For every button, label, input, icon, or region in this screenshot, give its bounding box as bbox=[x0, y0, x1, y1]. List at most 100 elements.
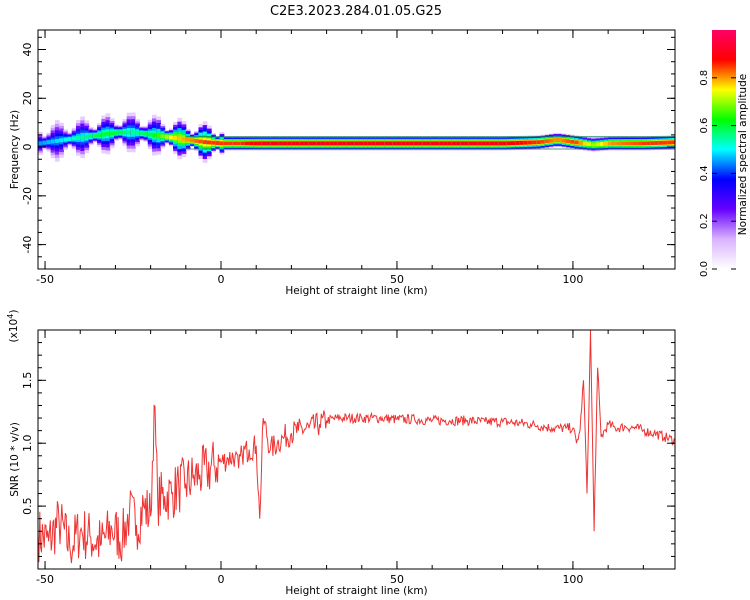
spectrogram-cell bbox=[122, 130, 128, 135]
spectrogram-y-axis: -40 -20 0 20 40 bbox=[21, 36, 675, 270]
snr-y-label: SNR (10 * v/v) bbox=[9, 422, 21, 497]
spectrogram-cell bbox=[578, 141, 584, 145]
colorbar-ticks: 0.0 0.2 0.4 0.6 0.8 bbox=[699, 70, 736, 277]
spectrogram-cell bbox=[494, 141, 499, 146]
spectrogram-cell bbox=[367, 141, 373, 146]
spectrogram-cell bbox=[544, 139, 550, 144]
spectrogram-cell bbox=[342, 141, 347, 146]
spectrogram-cell bbox=[654, 141, 660, 145]
spectrogram-cell bbox=[329, 141, 335, 146]
spectrogram-cell bbox=[274, 141, 280, 146]
spectrogram-cell bbox=[333, 141, 339, 146]
spectrogram-heatmap bbox=[38, 112, 675, 163]
snr-y-multiplier-exponent: 4 bbox=[6, 314, 15, 319]
snr-x-tick-label: -50 bbox=[36, 573, 54, 586]
spectrogram-cell bbox=[101, 132, 107, 137]
spectrogram-cell bbox=[671, 140, 675, 145]
spectrogram-cell bbox=[299, 141, 305, 146]
spectrogram-cell bbox=[489, 141, 495, 146]
spectrogram-cell bbox=[253, 141, 259, 146]
colorbar-label: Normalized spectral amplitude bbox=[737, 74, 749, 235]
spectrogram-cell bbox=[620, 141, 626, 146]
spectrogram-cell bbox=[582, 141, 588, 146]
spectrogram-cell bbox=[587, 142, 592, 147]
colorbar-tick-label: 0.4 bbox=[699, 165, 710, 181]
spectrogram-y-tick-label: 20 bbox=[21, 91, 34, 105]
spectrogram-cell bbox=[270, 141, 275, 146]
snr-x-label: Height of straight line (km) bbox=[285, 585, 427, 597]
spectrogram-cell bbox=[650, 141, 656, 146]
spectrogram-cell bbox=[206, 140, 212, 145]
spectrogram-x-tick-label: -50 bbox=[36, 273, 54, 286]
spectrogram-cell bbox=[295, 141, 301, 146]
snr-series-line bbox=[38, 330, 675, 564]
spectrogram-cell bbox=[667, 140, 672, 145]
spectrogram-cell bbox=[553, 138, 558, 142]
spectrogram-cell bbox=[147, 132, 153, 137]
spectrogram-cell bbox=[561, 138, 567, 143]
spectrogram-cell bbox=[291, 141, 297, 146]
spectrogram-cell bbox=[413, 141, 419, 146]
spectrogram-cell bbox=[325, 141, 330, 146]
spectrogram-cell bbox=[396, 141, 402, 146]
spectrogram-cell bbox=[612, 141, 618, 146]
spectrogram-cell bbox=[38, 141, 43, 146]
spectrogram-cell bbox=[261, 141, 267, 146]
spectrogram-cell bbox=[304, 141, 309, 146]
spectrogram-cell bbox=[536, 140, 542, 145]
spectrogram-cell bbox=[63, 137, 69, 142]
snr-panel: -50 0 50 100 0.5 1.0 1.5 Height of straight l… bbox=[6, 310, 676, 597]
snr-x-tick-label: 0 bbox=[218, 573, 225, 586]
spectrogram-cell bbox=[152, 133, 157, 138]
spectrogram-cell bbox=[443, 141, 449, 146]
spectrogram-x-axis: -50 0 50 100 bbox=[36, 30, 644, 286]
spectrogram-cell bbox=[464, 141, 470, 146]
snr-axes-frame bbox=[37, 329, 676, 570]
spectrogram-cell bbox=[177, 136, 183, 141]
spectrogram-cell bbox=[358, 141, 364, 146]
spectrogram-cell bbox=[422, 141, 428, 146]
spectrogram-x-tick-label: 0 bbox=[218, 273, 225, 286]
spectrogram-cell bbox=[190, 138, 195, 143]
spectrogram-cell bbox=[481, 141, 487, 146]
spectrogram-cell bbox=[502, 141, 508, 146]
spectrogram-cell bbox=[320, 141, 326, 146]
spectrogram-cell bbox=[97, 133, 102, 137]
spectrogram-cell bbox=[164, 134, 170, 139]
spectrogram-cell bbox=[118, 130, 123, 135]
spectrogram-cell bbox=[126, 130, 132, 135]
spectrogram-cell bbox=[54, 138, 60, 143]
spectrogram-cell bbox=[354, 141, 360, 146]
spectrogram-cell bbox=[371, 141, 377, 146]
colorbar-tick-label: 0.6 bbox=[699, 118, 710, 134]
spectrogram-cell bbox=[595, 142, 601, 147]
spectrogram-cell bbox=[392, 141, 398, 146]
spectrogram-cell bbox=[173, 136, 178, 140]
spectrogram-cell bbox=[156, 133, 161, 138]
spectrogram-cell bbox=[599, 142, 605, 146]
spectrogram-cell bbox=[109, 131, 115, 136]
spectrogram-x-tick-label: 100 bbox=[562, 273, 583, 286]
spectrogram-cell bbox=[287, 141, 292, 146]
spectrogram-cell bbox=[405, 141, 411, 146]
spectrogram-cell bbox=[439, 141, 444, 146]
spectrogram-cell bbox=[198, 139, 204, 144]
spectrogram-cell bbox=[447, 141, 453, 146]
spectrogram-cell bbox=[591, 142, 596, 147]
snr-y-axis: 0.5 1.0 1.5 bbox=[21, 342, 675, 557]
spectrogram-cell bbox=[59, 138, 64, 143]
spectrogram-cell bbox=[346, 141, 352, 146]
snr-y-tick-label: 1.0 bbox=[21, 434, 34, 452]
spectrogram-cell bbox=[637, 141, 643, 146]
snr-y-multiplier: (x104) bbox=[6, 310, 21, 343]
spectrogram-cell bbox=[629, 141, 634, 146]
spectrogram-cell bbox=[663, 140, 668, 145]
spectrogram-cell bbox=[363, 141, 368, 146]
spectrogram-cell bbox=[570, 139, 575, 144]
spectrogram-x-label: Height of straight line (km) bbox=[285, 285, 427, 297]
snr-y-tick-label: 1.5 bbox=[21, 372, 34, 390]
spectrogram-y-label: Frequency (Hz) bbox=[9, 110, 21, 189]
spectrogram-cell bbox=[143, 131, 149, 136]
spectrogram-cell bbox=[468, 141, 474, 146]
